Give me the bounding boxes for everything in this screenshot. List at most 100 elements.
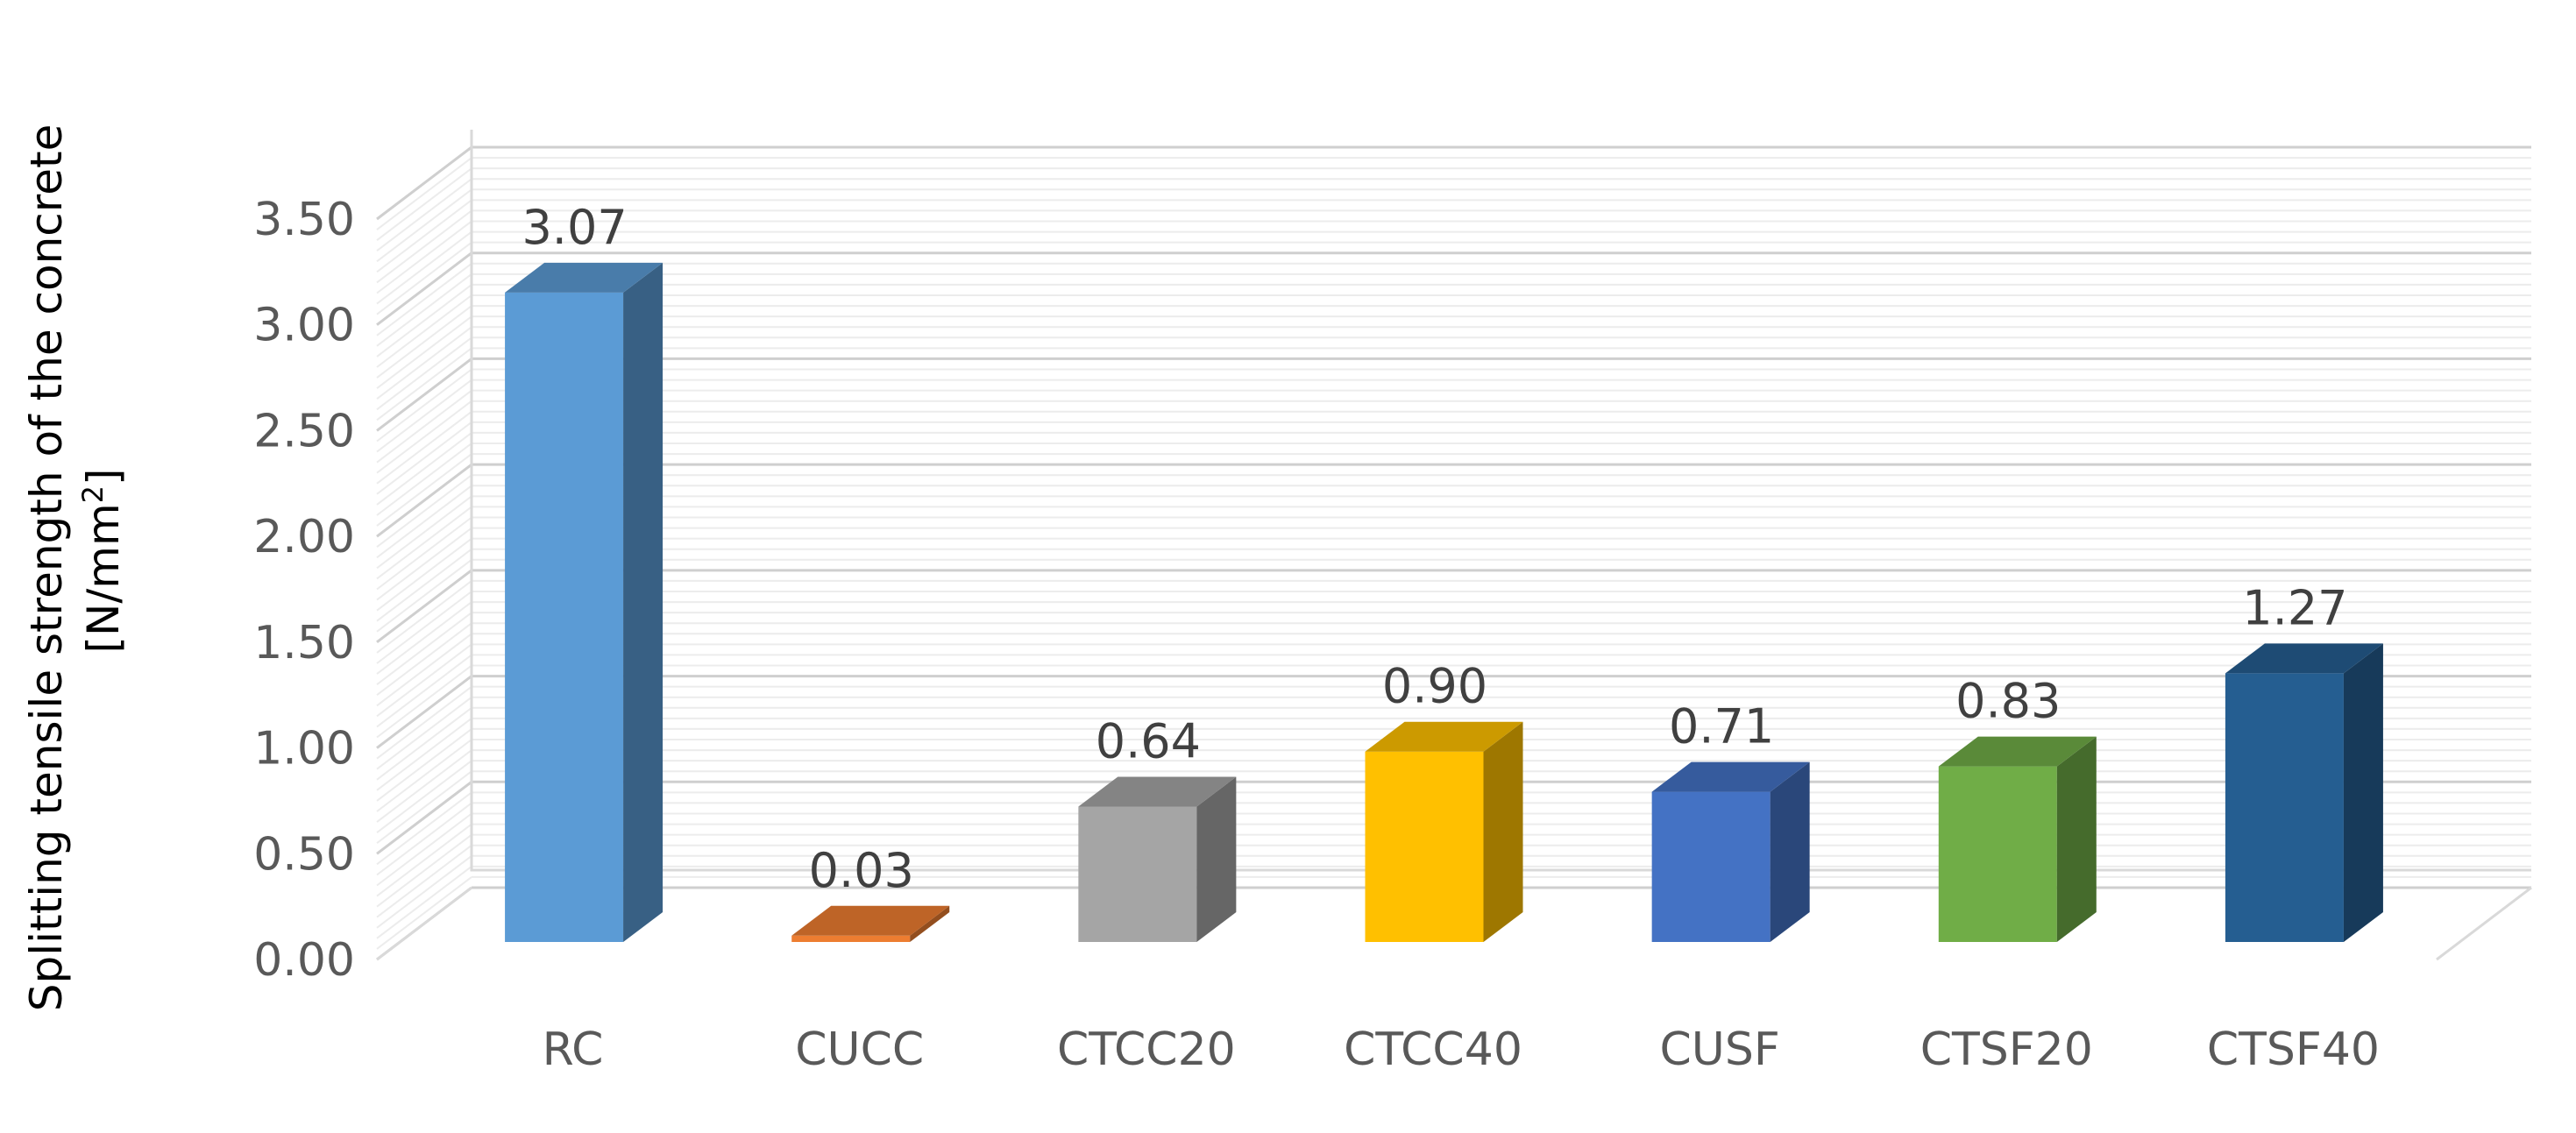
data-label: 1.27	[2242, 580, 2347, 635]
bar-rc	[505, 262, 664, 942]
minor-gridline-side	[376, 199, 472, 273]
minor-gridline-side	[376, 601, 472, 675]
gridlines	[376, 145, 2531, 961]
minor-gridline-side	[376, 389, 472, 464]
minor-gridline-side	[376, 633, 472, 707]
bar-side	[2343, 643, 2383, 942]
bar-top	[1938, 736, 2097, 767]
bar-side	[2056, 736, 2097, 942]
bar-front	[791, 935, 911, 942]
y-tick-label: 3.00	[253, 300, 355, 352]
y-tick-label: 2.50	[253, 405, 355, 457]
bar-side	[1196, 776, 1237, 942]
minor-gridline-side	[376, 833, 472, 908]
minor-gridline-side	[376, 178, 472, 252]
minor-gridline-side	[376, 400, 472, 474]
minor-gridline-side	[376, 791, 472, 866]
y-axis-unit-prefix: [N/mm	[78, 503, 129, 653]
minor-gridline-side	[376, 664, 472, 739]
y-axis-label-line2: [N/mm2]	[76, 468, 129, 653]
data-label: 0.71	[1669, 699, 1774, 754]
minor-gridline-side	[376, 209, 472, 284]
bar-ctsf40	[2225, 643, 2383, 942]
y-tick-label: 1.50	[253, 617, 355, 669]
minor-gridline-side	[376, 368, 472, 443]
minor-gridline-side	[376, 347, 472, 421]
bar-top	[2225, 643, 2383, 674]
minor-gridline-side	[376, 760, 472, 833]
y-tick-label: 0.00	[253, 934, 355, 987]
bar-front	[1651, 791, 1771, 942]
y-tick-label: 2.00	[253, 511, 355, 563]
bar-top	[791, 905, 950, 936]
bar-top	[1651, 761, 1810, 792]
bar-front	[2225, 673, 2344, 942]
minor-gridline-side	[376, 495, 472, 570]
minor-gridline-side	[376, 527, 472, 601]
major-gridline-side	[376, 675, 472, 749]
y-axis-label-line1: Splitting tensile strength of the concre…	[21, 124, 72, 1012]
y-axis-unit-suffix: ]	[78, 468, 129, 485]
minor-gridline-side	[376, 284, 472, 358]
minor-gridline-side	[376, 654, 472, 728]
bar-top	[505, 262, 664, 293]
data-label: 0.90	[1382, 659, 1487, 714]
minor-gridline-side	[376, 622, 472, 697]
minor-gridline-side	[376, 294, 472, 368]
minor-gridline-side	[376, 410, 472, 485]
minor-gridline-side	[376, 591, 472, 664]
bar-side	[1770, 761, 1810, 942]
bar-top	[1078, 776, 1237, 807]
bars	[505, 262, 2383, 942]
major-gridline-side	[376, 358, 472, 432]
bar-top	[1365, 721, 1523, 752]
minor-gridline-side	[376, 844, 472, 918]
bar-ctcc20	[1078, 776, 1237, 942]
minor-gridline-side	[376, 802, 472, 876]
bar-front	[1938, 766, 2057, 942]
category-label: RC	[543, 1023, 604, 1076]
minor-gridline-side	[376, 305, 472, 379]
minor-gridline-side	[376, 315, 472, 389]
minor-gridline-side	[376, 706, 472, 781]
bar-side	[623, 262, 664, 942]
minor-gridline-side	[376, 188, 472, 263]
minor-gridline-side	[376, 823, 472, 897]
minor-gridline-side	[376, 558, 472, 633]
bar-front	[1365, 751, 1484, 942]
minor-gridline-side	[376, 220, 472, 294]
minor-gridline-side	[376, 326, 472, 400]
minor-gridline-side	[376, 516, 472, 591]
minor-gridline-side	[376, 812, 472, 887]
major-gridline-side	[376, 781, 472, 855]
major-gridline-side	[376, 145, 472, 221]
data-label: 0.83	[1955, 674, 2061, 729]
minor-gridline-side	[376, 749, 472, 823]
category-label: CTSF20	[1920, 1023, 2093, 1076]
y-axis-unit-superscript: 2	[76, 485, 110, 503]
minor-gridline-side	[376, 580, 472, 654]
minor-gridline-side	[376, 157, 472, 230]
minor-gridline-side	[376, 728, 472, 802]
bar-front	[505, 292, 624, 942]
minor-gridline-side	[376, 770, 472, 845]
minor-gridline-side	[376, 453, 472, 527]
bar-cusf	[1651, 761, 1810, 942]
category-label: CTCC20	[1057, 1023, 1236, 1076]
category-label: CTSF40	[2207, 1023, 2380, 1076]
major-gridline-side	[376, 569, 472, 644]
category-labels: RC CUCC CTCC20 CTCC40 CUSF CTSF20 CTSF40	[543, 1023, 2380, 1076]
minor-gridline-side	[376, 612, 472, 685]
minor-gridline-side	[376, 474, 472, 549]
minor-gridline-side	[376, 241, 472, 315]
minor-gridline-side	[376, 273, 472, 347]
floor-right-edge	[2436, 886, 2532, 961]
minor-gridline-side	[376, 866, 472, 939]
minor-gridline-side	[376, 485, 472, 559]
minor-gridline-side	[376, 336, 472, 411]
category-label: CTCC40	[1344, 1023, 1522, 1076]
y-tick-label: 0.50	[253, 828, 355, 881]
bar-ctsf20	[1938, 736, 2097, 942]
minor-gridline-side	[376, 548, 472, 622]
